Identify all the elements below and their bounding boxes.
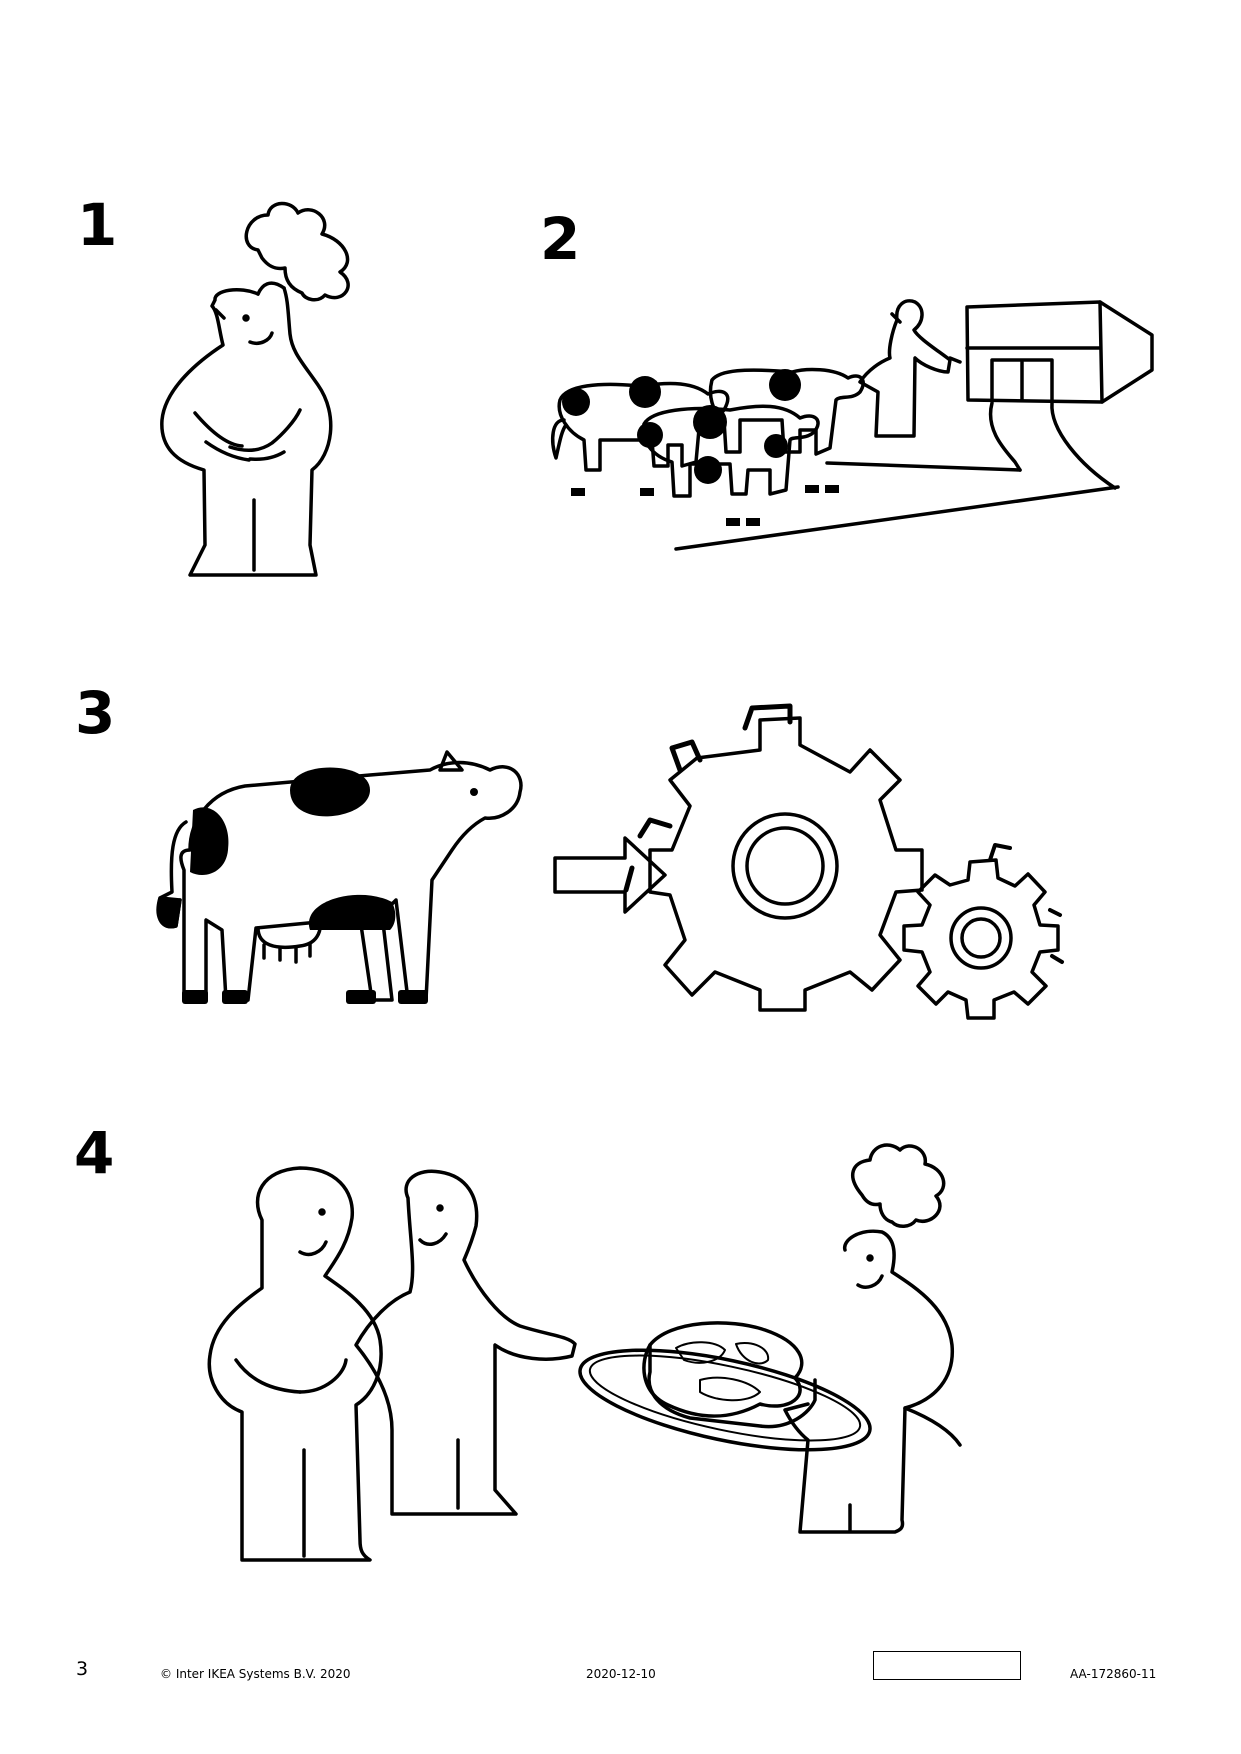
page-number: 3 [76, 1658, 89, 1680]
large-gear-icon [623, 703, 924, 1012]
step-number-4: 4 [74, 1119, 115, 1187]
step-2-scene [550, 299, 1154, 551]
person-middle [354, 1169, 577, 1516]
step-3-scene [156, 703, 1064, 1020]
person-left [207, 1166, 383, 1562]
small-gear-icon [902, 843, 1064, 1020]
chef-right [851, 1143, 946, 1228]
article-code: AA-172860-11 [1070, 1667, 1157, 1681]
steak-icon [642, 1321, 804, 1418]
cow-herd [550, 367, 865, 526]
step-number-2: 2 [540, 205, 581, 273]
process-arrow-icon [553, 836, 667, 914]
step-number-3: 3 [75, 679, 116, 747]
blank-label-box [873, 1651, 1021, 1680]
copyright-text: © Inter IKEA Systems B.V. 2020 [160, 1667, 351, 1681]
step-4-scene [207, 1143, 962, 1562]
cow-body [179, 760, 523, 1002]
step-number-1: 1 [77, 191, 118, 259]
steak-platter [578, 1321, 872, 1452]
print-date: 2020-12-10 [586, 1667, 656, 1681]
step-1-chef-figure [160, 201, 350, 577]
